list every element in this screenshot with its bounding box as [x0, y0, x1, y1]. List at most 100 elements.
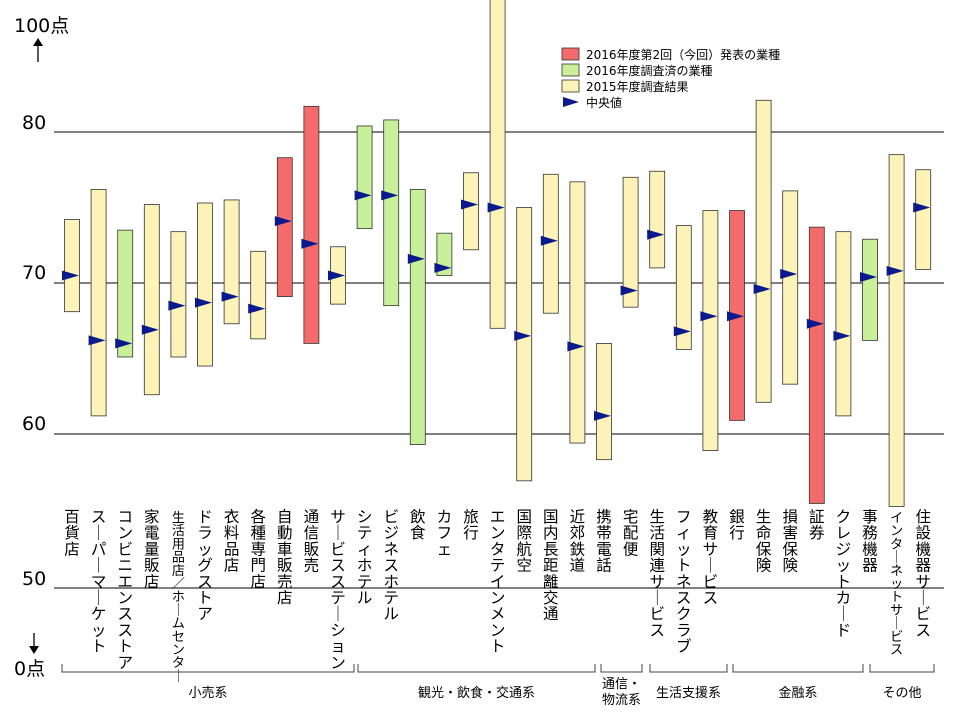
- legend-median-icon: [563, 97, 579, 107]
- range-bar: [143, 204, 160, 396]
- median-marker: [301, 238, 319, 249]
- range-bar: [250, 250, 267, 340]
- median-marker: [381, 190, 399, 201]
- range-bar: [223, 199, 240, 325]
- median-marker: [434, 262, 452, 273]
- median-marker: [833, 330, 851, 341]
- category-label: サ｜ビスステ｜ション: [330, 508, 346, 672]
- median-marker: [461, 199, 478, 210]
- range-bar: [170, 231, 187, 358]
- range-bar: [569, 181, 586, 444]
- category-label: 証券: [809, 508, 825, 542]
- category-labels: 百貨店ス｜パ｜マ｜ケットコンビニエンスストア家電量販店生活用品店／ホ｜ムセンタ｜…: [64, 508, 931, 684]
- category-label: 住設機器サ｜ビス: [915, 508, 931, 639]
- range-bar: [622, 176, 639, 308]
- down-arrow-icon: [29, 646, 39, 654]
- median-marker: [248, 303, 266, 314]
- range-bar: [489, 0, 506, 329]
- category-label: 教育サ｜ビス: [703, 508, 719, 607]
- group-label: 観光・飲食・交通系: [418, 685, 535, 701]
- category-label: 家電量販店: [144, 508, 160, 591]
- range-bar: [117, 229, 134, 358]
- median-marker: [168, 300, 186, 311]
- median-marker: [88, 335, 106, 346]
- median-marker: [487, 202, 505, 213]
- range-bar: [862, 238, 878, 341]
- median-marker: [141, 324, 159, 335]
- category-label: 生命保険: [756, 508, 772, 575]
- category-label: ドラッグストア: [197, 508, 213, 623]
- median-marker: [647, 229, 665, 240]
- range-bar: [356, 125, 373, 230]
- legend-swatch: [561, 47, 580, 61]
- category-label: 自動車販売店: [277, 508, 293, 607]
- category-label: シティホテル: [357, 508, 373, 607]
- group-label: 金融系: [778, 685, 817, 701]
- group-bracket: [357, 664, 596, 673]
- median-marker: [115, 338, 133, 349]
- median-marker: [913, 202, 931, 213]
- group-brackets: 小売系 観光・飲食・交通系 通信・物流系 生活支援系 金融系 その他: [61, 664, 935, 708]
- median-marker: [753, 284, 771, 295]
- y-axis-top-label: 100点: [14, 15, 69, 37]
- category-label: ビジネスホテル: [383, 508, 399, 623]
- group-label: 生活支援系: [656, 686, 721, 701]
- category-label: 各種専門店: [250, 508, 266, 591]
- category-label: 生活用品店／ホ｜ムセンタ｜: [172, 511, 185, 684]
- median-marker: [700, 311, 718, 322]
- median-marker: [806, 318, 824, 329]
- median-marker: [62, 270, 79, 281]
- category-label: 携帯電話: [596, 508, 612, 575]
- median-marker: [407, 253, 425, 264]
- median-marker: [328, 270, 345, 281]
- y-tick-label: 50: [22, 568, 46, 590]
- category-label: 国際航空: [516, 508, 532, 575]
- median-marker: [514, 330, 532, 341]
- group-bracket: [61, 664, 355, 673]
- y-tick-label: 60: [22, 413, 46, 435]
- y-tick-label: 80: [22, 112, 46, 134]
- median-marker: [860, 271, 877, 282]
- category-label: 国内長距離交通: [543, 508, 559, 623]
- group-bracket: [600, 664, 643, 673]
- median-marker: [540, 235, 558, 246]
- group-bracket: [732, 664, 864, 673]
- category-label: 衣料品店: [224, 508, 240, 575]
- median-marker: [354, 190, 372, 201]
- category-label: クレジットカ｜ド: [836, 508, 852, 639]
- median-marker: [886, 265, 904, 276]
- category-label: 近郊鉄道: [570, 508, 586, 575]
- range-bar: [675, 225, 692, 350]
- y-axis-bottom-label: 0点: [14, 658, 45, 680]
- range-bar: [90, 188, 107, 417]
- median-marker: [221, 291, 239, 302]
- range-bar: [596, 342, 612, 461]
- category-label: 通信販売: [304, 508, 320, 575]
- legend-swatch: [561, 63, 580, 77]
- range-bar: [835, 231, 852, 417]
- category-label: 事務機器: [862, 508, 878, 575]
- category-label: 銀行: [729, 508, 745, 542]
- range-bar: [915, 169, 932, 270]
- y-axis: 80 70 60 50 100点 0点: [14, 15, 69, 680]
- legend-label: 2016年度調査済の業種: [586, 63, 713, 78]
- range-bar: [808, 226, 825, 504]
- range-bar: [755, 99, 772, 403]
- median-markers: [62, 190, 931, 421]
- legend: 2016年度第2回（今回）発表の業種2016年度調査済の業種2015年度調査結果…: [561, 47, 780, 110]
- legend-label: 2015年度調査結果: [586, 79, 689, 94]
- category-label: 百貨店: [64, 508, 80, 558]
- legend-swatch: [561, 79, 580, 93]
- group-label: その他: [882, 686, 921, 701]
- range-bar: [702, 210, 719, 452]
- up-arrow-icon: [33, 38, 43, 46]
- category-label: 旅行: [463, 508, 479, 542]
- range-bar: [383, 119, 400, 307]
- range-bar: [64, 219, 80, 313]
- legend-label: 中央値: [586, 95, 622, 110]
- median-marker: [673, 326, 691, 337]
- range-bar: [649, 170, 666, 269]
- range-bar: [782, 190, 799, 385]
- range-bar: [463, 172, 479, 251]
